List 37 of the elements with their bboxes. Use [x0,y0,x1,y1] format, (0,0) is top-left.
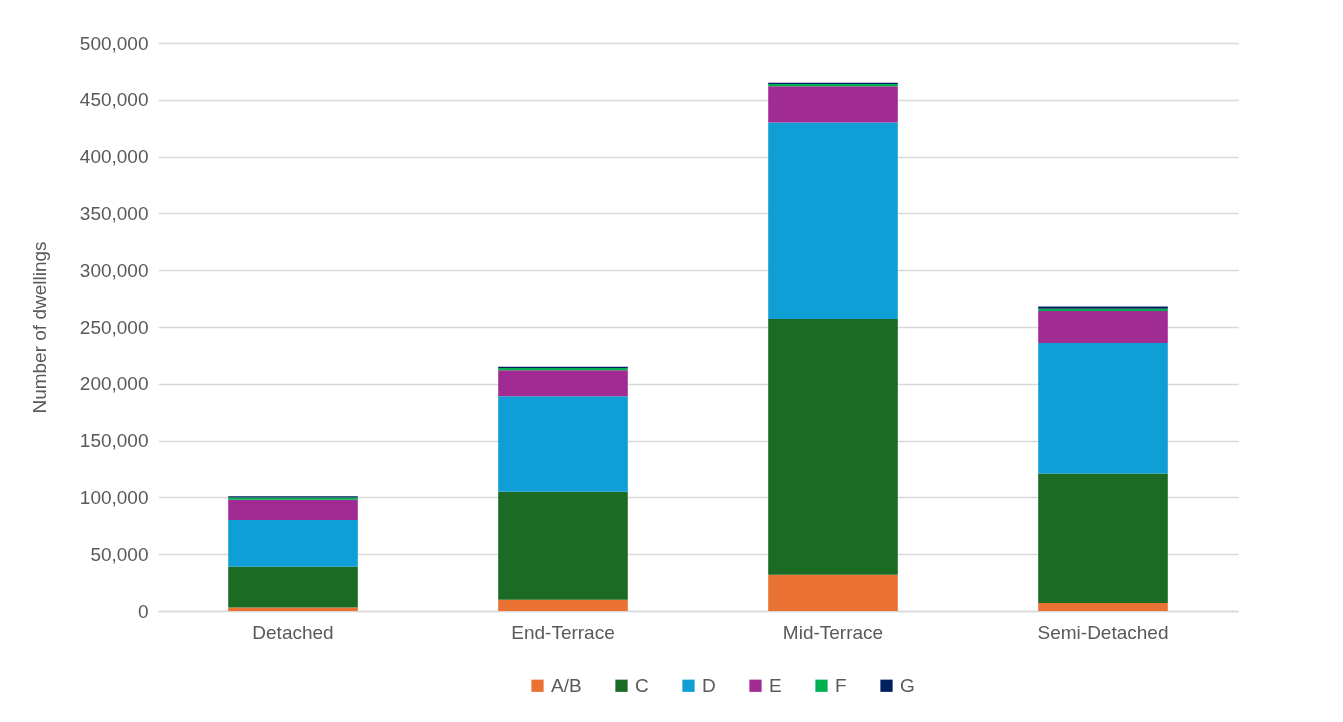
y-tick-label: 400,000 [79,146,149,168]
bar [1038,603,1168,611]
bar [768,319,898,575]
bar [768,574,898,611]
bar [228,566,358,608]
bar [768,86,898,123]
legend-label: F [835,674,847,696]
bar [1038,473,1168,604]
legend-label: A/B [551,674,582,696]
y-tick-label: 300,000 [79,259,149,281]
y-tick-label: 50,000 [90,543,149,565]
bar [1038,342,1168,474]
y-axis-title: Number of dwellings [28,241,50,414]
y-tick-label: 200,000 [79,373,149,395]
y-tick-label: 350,000 [79,202,149,224]
y-tick-label: 100,000 [79,486,149,508]
y-tick-label: 450,000 [79,89,149,111]
x-tick-label: Semi-Detached [1037,621,1169,643]
y-tick-label: 500,000 [79,32,149,54]
x-tick-label: Detached [252,621,334,643]
x-tick-label: End-Terrace [511,621,615,643]
x-tick-label: Mid-Terrace [782,621,884,643]
bar [1038,311,1168,343]
bar [768,122,898,320]
legend-label: E [769,674,782,696]
bar [498,599,628,611]
bar [498,370,628,397]
y-tick-label: 250,000 [79,316,149,338]
bar [498,491,628,600]
bar [228,499,358,521]
y-tick-label: 150,000 [79,430,149,452]
legend-label: G [900,674,915,696]
bar [228,520,358,567]
y-tick-label: 0 [137,600,149,622]
legend-label: D [702,674,716,696]
bar [498,396,628,492]
legend-label: C [635,674,649,696]
